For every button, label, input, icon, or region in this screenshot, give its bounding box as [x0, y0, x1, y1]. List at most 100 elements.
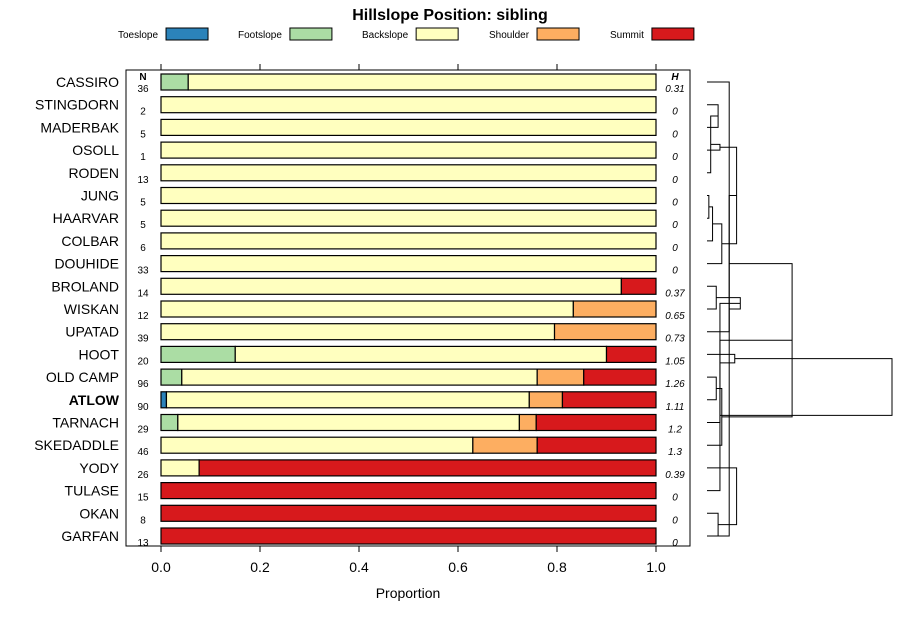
x-tick-label: 0.4 [349, 559, 369, 575]
bar-segment-backslope [160, 323, 556, 341]
row-n-count: 5 [140, 220, 146, 231]
row-h-value: 1.2 [668, 425, 682, 436]
row-label: OSOLL [72, 142, 119, 158]
x-tick-label: 1.0 [646, 559, 666, 575]
n-header: N [139, 72, 146, 83]
row-n-count: 96 [137, 379, 149, 390]
row-n-count: 33 [137, 266, 149, 277]
bar-segment-footslope [160, 368, 183, 386]
bar-segment-backslope [160, 459, 200, 477]
bar-segment-summit [160, 504, 657, 522]
dendrogram-branch [707, 285, 717, 310]
row-h-value: 0.65 [665, 311, 685, 322]
bar-segment-backslope [160, 164, 657, 182]
row-label: ATLOW [69, 392, 120, 408]
x-tick-label: 0.6 [448, 559, 468, 575]
bar-segment-backslope [160, 232, 657, 250]
x-tick-label: 0.8 [547, 559, 567, 575]
row-h-value: 0 [672, 493, 678, 504]
bar-segment-footslope [160, 73, 189, 91]
row-h-value: 1.3 [668, 447, 682, 458]
bar-segment-summit [160, 527, 657, 545]
bar-segment-toeslope [160, 391, 168, 409]
x-axis-title: Proportion [376, 585, 441, 601]
row-h-value: 0 [672, 152, 678, 163]
row-h-value: 0 [672, 107, 678, 118]
dendrogram-branch [707, 376, 717, 401]
bar-segment-shoulder [528, 391, 564, 409]
x-tick-label: 0.0 [151, 559, 171, 575]
row-n-count: 5 [140, 129, 146, 140]
row-n-count: 1 [140, 152, 146, 163]
row-h-value: 0 [672, 175, 678, 186]
row-h-value: 0 [672, 129, 678, 140]
row-h-value: 0.31 [665, 84, 684, 95]
legend: Toeslope Footslope Backslope Shoulder Summit [118, 27, 695, 41]
legend-label: Footslope [238, 30, 282, 41]
bar-segment-backslope [160, 436, 474, 454]
row-label: OKAN [79, 505, 119, 521]
row-h-value: 0 [672, 266, 678, 277]
row-h-value: 1.11 [666, 402, 685, 413]
row-label: CASSIRO [56, 74, 119, 90]
bar-segment-backslope [160, 255, 657, 273]
row-n-count: 13 [137, 538, 149, 549]
dendrogram-branch [707, 512, 719, 537]
row-n-count: 14 [137, 288, 149, 299]
row-label: TULASE [65, 483, 119, 499]
dendrogram-branch [707, 143, 721, 151]
row-h-value: 0.39 [665, 470, 685, 481]
bar-segment-backslope [181, 368, 538, 386]
row-label: WISKAN [64, 301, 119, 317]
row-label: SKEDADDLE [34, 437, 119, 453]
legend-swatch [415, 27, 459, 41]
row-h-value: 0 [672, 515, 678, 526]
row-label: STINGDORN [35, 97, 119, 113]
row-n-count: 26 [137, 470, 149, 481]
row-n-count: 46 [137, 447, 149, 458]
row-h-value: 0 [672, 243, 678, 254]
bar-segment-summit [160, 482, 657, 500]
bar-segment-backslope [165, 391, 530, 409]
row-h-value: 0 [672, 220, 678, 231]
x-tick-label: 0.2 [250, 559, 270, 575]
bar-segment-shoulder [536, 368, 585, 386]
plot-frame [125, 69, 691, 547]
row-h-value: 0.73 [665, 334, 685, 345]
row-h-value: 1.05 [665, 356, 685, 367]
bar-segment-backslope [160, 118, 657, 137]
row-n-count: 90 [137, 402, 149, 413]
legend-label: Shoulder [489, 30, 530, 41]
bar-segment-backslope [160, 209, 657, 227]
legend-label: Backslope [362, 30, 409, 41]
legend-swatch [165, 27, 209, 41]
row-n-count: 13 [137, 175, 149, 186]
row-n-count: 15 [137, 493, 149, 504]
bar-segment-summit [583, 368, 657, 386]
row-label: YODY [79, 460, 119, 476]
row-label: JUNG [81, 188, 119, 204]
dendrogram-branch [707, 353, 736, 364]
bar-segment-shoulder [472, 436, 538, 454]
row-n-count: 12 [137, 311, 149, 322]
row-label: HAARVAR [53, 210, 119, 226]
dendrogram-branch [719, 358, 893, 416]
bar-segment-summit [561, 391, 657, 409]
bar-segment-summit [620, 277, 657, 295]
bar-segment-backslope [177, 413, 520, 432]
row-label: DOUHIDE [54, 256, 119, 272]
row-n-count: 8 [140, 515, 146, 526]
row-h-value: 0.37 [665, 288, 685, 299]
h-header: H [671, 72, 679, 83]
bar-segment-backslope [187, 73, 657, 91]
bar-segment-footslope [160, 345, 236, 363]
row-label: HOOT [79, 346, 120, 362]
chart-title: Hillslope Position: sibling [352, 7, 548, 24]
row-n-count: 5 [140, 198, 146, 209]
row-n-count: 39 [137, 334, 149, 345]
legend-swatch [289, 27, 333, 41]
bar-segment-summit [536, 436, 657, 454]
row-label: UPATAD [65, 324, 119, 340]
